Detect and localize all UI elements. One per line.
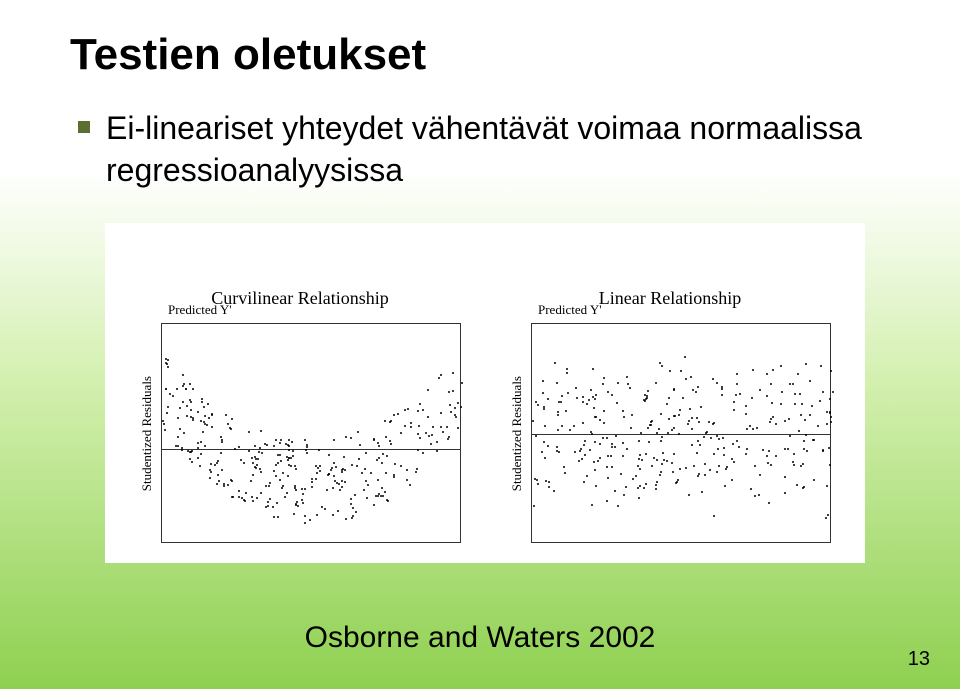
zero-line	[162, 449, 460, 450]
bullet-text: Ei-lineariset yhteydet vähentävät voimaa…	[106, 108, 900, 191]
x-axis-label: Predicted Y'	[168, 302, 232, 318]
subplot: Linear Relationship Studentized Residuals…	[509, 288, 831, 543]
y-axis-label: Studentized Residuals	[509, 376, 525, 491]
citation-text: Osborne and Waters 2002	[0, 621, 960, 655]
bullet-item: Ei-lineariset yhteydet vähentävät voimaa…	[78, 108, 900, 191]
plot-wrap: Studentized Residuals Predicted Y'	[139, 323, 461, 543]
slide: Testien oletukset Ei-lineariset yhteydet…	[0, 0, 960, 689]
subplot-title: Linear Relationship	[599, 288, 741, 309]
x-axis-label: Predicted Y'	[538, 302, 602, 318]
scatter-plot: Predicted Y'	[531, 323, 831, 543]
subplot: Curvilinear Relationship Studentized Resi…	[139, 288, 461, 543]
zero-line	[532, 434, 830, 435]
page-number: 13	[908, 648, 930, 671]
bullet-marker-icon	[78, 121, 90, 133]
subplot-title: Curvilinear Relationship	[211, 288, 388, 309]
figure-panel: Curvilinear Relationship Studentized Resi…	[105, 223, 865, 563]
scatter-plot: Predicted Y'	[161, 323, 461, 543]
plot-wrap: Studentized Residuals Predicted Y'	[509, 323, 831, 543]
y-axis-label: Studentized Residuals	[139, 376, 155, 491]
slide-title: Testien oletukset	[70, 30, 900, 80]
